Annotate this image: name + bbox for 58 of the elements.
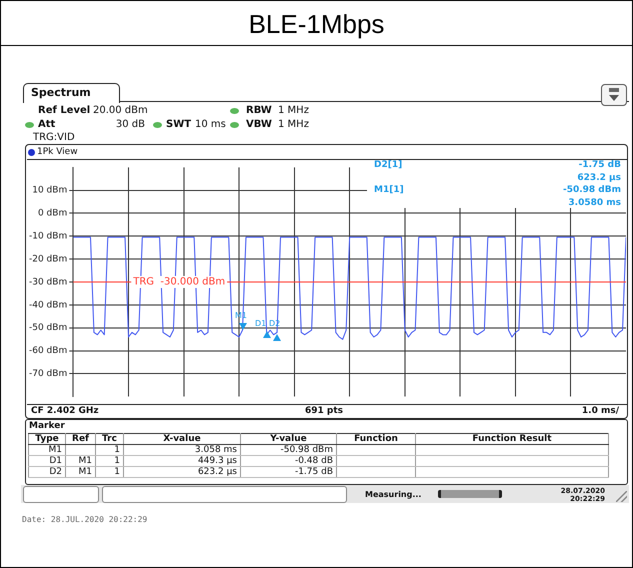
text: 691 pts [304,405,344,417]
annotation: 3.0580 ms [568,197,621,209]
y-tick-label: 0 dBm [38,208,68,219]
text: Spectrum [31,86,91,99]
text: 20.00 dBm [93,105,148,117]
annotation: D2[1] [374,159,402,171]
text: CF 2.402 GHz [31,405,99,417]
annotation: -50.98 dBm [562,184,621,196]
annotation: -1.75 dB [578,159,621,171]
y-tick-label: -70 dBm [28,369,68,380]
text: Att [38,119,56,131]
annotation: 623.2 µs [577,172,621,184]
text: 1Pk View [37,146,78,158]
text: 10 ms [195,119,226,131]
text: VBW [246,119,272,131]
text: 1 [96,466,124,478]
text: Y-value [240,434,336,444]
text: 3.058 ms [124,444,240,456]
ref-line-label: TRG -30.000 dBm [132,276,226,288]
text: 1 [96,444,124,456]
text: Function [336,434,416,444]
text: Ref [66,434,96,444]
chart-title: BLE-1Mbps [1,1,632,46]
text: D2 [28,466,66,478]
text: Date: 28.JUL.2020 20:22:29 [22,514,148,526]
y-tick-label: -20 dBm [28,254,68,264]
text: TRG:VID [33,132,75,144]
annotation: M1[1] [374,184,404,196]
text: Trc [96,434,124,444]
text: Function Result [416,434,608,444]
text: Ref Level [38,105,90,117]
text: D1 [28,456,66,466]
text: -50.98 dBm [240,444,336,456]
text: M1 [66,466,96,478]
text: SWT [166,119,192,131]
text: 1 [96,456,124,466]
text: -0.48 dB [240,456,336,466]
text: 1.0 ms/ [582,405,619,417]
text: M1 [66,456,96,466]
text: Marker [29,420,65,432]
y-tick-label: -50 dBm [28,323,68,334]
text: -1.75 dB [240,466,336,478]
text: 1 MHz [278,119,309,131]
text: 30 dB [116,119,145,131]
annotation: D1 [255,318,266,330]
y-tick-label: -10 dBm [28,232,68,242]
text: 449.3 µs [124,456,240,466]
y-tick-label: -30 dBm [28,277,68,288]
text: RBW [246,105,272,117]
text: 623.2 µs [124,466,240,478]
text: M1 [28,444,66,456]
y-tick-label: -60 dBm [28,346,68,356]
text: Type [28,434,66,444]
text: X-value [124,434,240,444]
y-tick-label: 10 dBm [32,186,68,196]
text: Measuring... [365,489,422,501]
text: 1 MHz [278,105,309,117]
y-tick-label: -40 dBm [28,300,68,310]
